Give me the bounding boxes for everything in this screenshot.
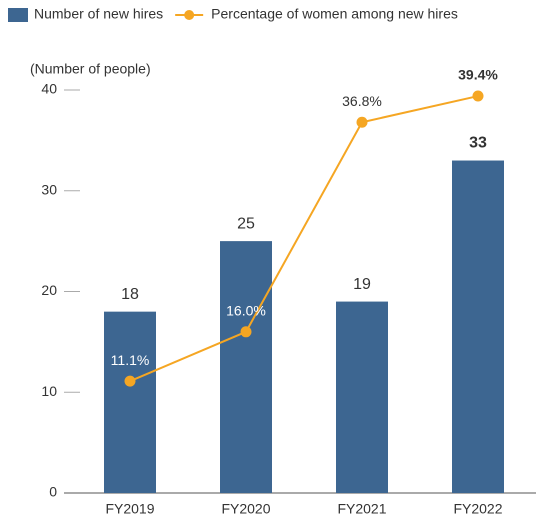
point (124, 375, 136, 387)
bar (336, 301, 388, 493)
data-label: 39.4% (458, 67, 498, 83)
y-tick-label: 40 (41, 81, 57, 97)
point (356, 116, 368, 128)
data-label: 36.8% (342, 93, 382, 109)
legend-swatch (184, 10, 195, 20)
legend-label: Number of new hires (34, 6, 163, 22)
line (129, 95, 479, 383)
y-tick-label: 10 (41, 383, 57, 399)
data-label: 25 (237, 215, 255, 232)
bar (220, 241, 272, 493)
x-tick-label: FY2022 (453, 501, 502, 517)
data-label: 11.1% (111, 352, 150, 368)
x-tick-label: FY2021 (337, 501, 386, 517)
y-tick-label: 30 (41, 181, 57, 197)
point (472, 90, 484, 102)
legend-swatch (8, 8, 28, 22)
x-tick-label: FY2019 (105, 501, 154, 517)
y-tick-label: 20 (41, 282, 57, 298)
legend-label: Percentage of women among new hires (211, 6, 458, 22)
x-tick-label: FY2020 (221, 501, 270, 517)
data-label: 33 (469, 135, 487, 152)
data-label: 16.0% (226, 303, 266, 319)
y-tick-label: 0 (49, 484, 57, 500)
data-label: 18 (121, 286, 139, 303)
point (240, 326, 252, 338)
data-label: 19 (353, 276, 371, 293)
bar (104, 311, 156, 493)
y-axis-label: (Number of people) (30, 61, 151, 77)
bar (452, 160, 504, 493)
